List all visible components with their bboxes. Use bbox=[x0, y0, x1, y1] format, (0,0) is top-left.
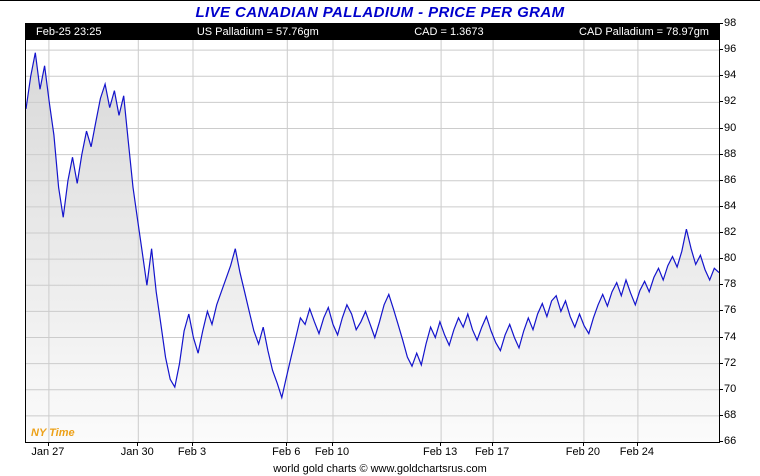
y-axis-label: 96 bbox=[724, 43, 737, 56]
x-axis-label: Jan 30 bbox=[120, 446, 154, 458]
x-axis-label: Feb 3 bbox=[177, 446, 207, 458]
y-axis-label: 88 bbox=[724, 147, 737, 160]
y-axis-label: 90 bbox=[724, 121, 737, 134]
us-palladium-quote: US Palladium = 57.76gm bbox=[196, 26, 319, 38]
page-title: LIVE CANADIAN PALLADIUM - PRICE PER GRAM bbox=[195, 4, 565, 21]
x-axis-label: Feb 24 bbox=[619, 446, 655, 458]
cad-palladium-quote: CAD Palladium = 78.97gm bbox=[579, 26, 709, 38]
cad-exchange-rate: CAD = 1.3673 bbox=[414, 26, 484, 38]
y-axis-label: 86 bbox=[724, 173, 737, 186]
y-axis-label: 66 bbox=[724, 435, 737, 447]
ny-time-label: NY Time bbox=[31, 427, 75, 439]
y-axis-label: 80 bbox=[724, 252, 737, 265]
y-axis-label: 84 bbox=[724, 199, 737, 212]
x-axis-label: Feb 10 bbox=[314, 446, 350, 458]
y-axis-label: 82 bbox=[724, 226, 737, 238]
y-axis-label: 68 bbox=[724, 408, 737, 421]
info-bar: Feb-25 23:25 US Palladium = 57.76gm CAD … bbox=[26, 24, 719, 40]
area-fill bbox=[26, 52, 719, 442]
y-axis-label: 72 bbox=[724, 356, 737, 369]
x-axis-label: Jan 27 bbox=[31, 446, 65, 458]
timestamp: Feb-25 23:25 bbox=[36, 26, 102, 38]
plot-area: Feb-25 23:25 US Palladium = 57.76gm CAD … bbox=[25, 23, 720, 443]
y-axis-label: 94 bbox=[724, 69, 737, 82]
y-axis-label: 74 bbox=[724, 330, 737, 343]
x-axis-label: Feb 17 bbox=[474, 446, 510, 458]
x-axis-label: Feb 20 bbox=[565, 446, 600, 458]
footer-credit: world gold charts © www.goldchartsrus.co… bbox=[273, 463, 487, 475]
price-area-chart bbox=[26, 24, 719, 442]
x-axis-label: Feb 6 bbox=[272, 446, 301, 458]
y-axis-label: 76 bbox=[724, 304, 737, 317]
y-axis-label: 92 bbox=[724, 95, 737, 108]
y-axis-label: 78 bbox=[724, 278, 737, 291]
y-axis-label: 70 bbox=[724, 382, 737, 395]
x-axis-label: Feb 13 bbox=[422, 446, 458, 458]
price-line bbox=[26, 52, 719, 400]
